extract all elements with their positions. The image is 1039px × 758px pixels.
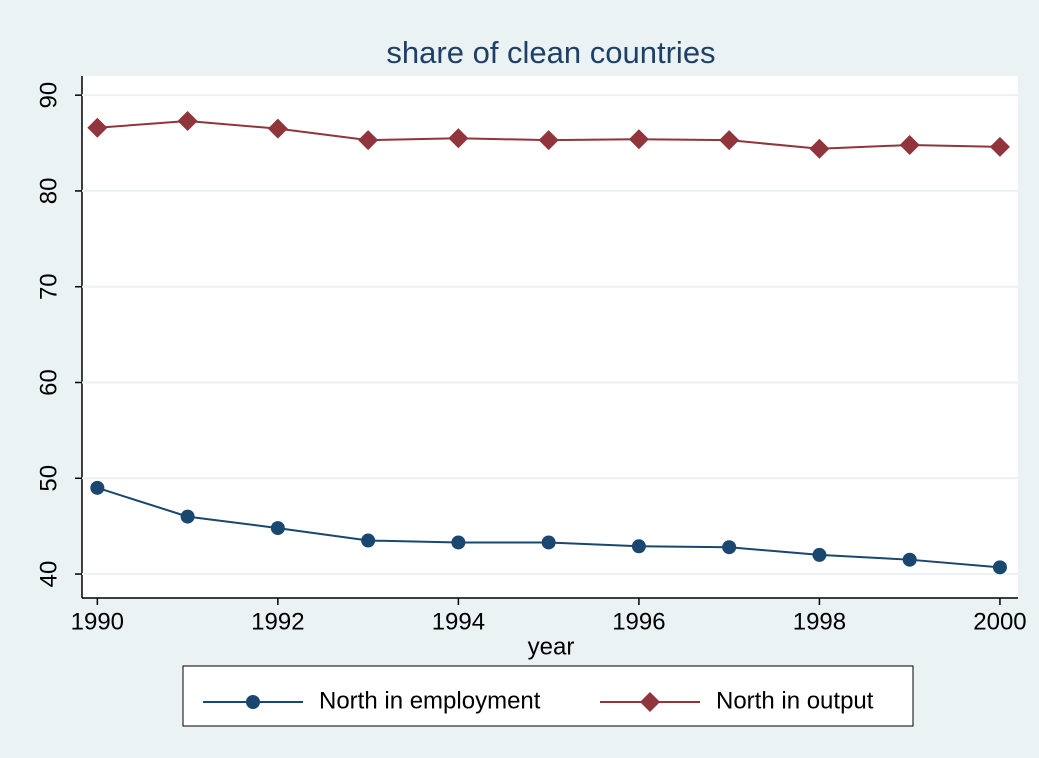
y-tick-label: 80: [35, 178, 62, 205]
legend: [182, 665, 914, 727]
marker: [270, 521, 285, 536]
chart-title: share of clean countries: [386, 35, 715, 70]
marker: [87, 117, 108, 138]
marker: [902, 552, 917, 567]
marker: [722, 540, 737, 555]
marker: [989, 136, 1010, 157]
legend-label: North in employment: [319, 687, 541, 714]
y-tick-label: 70: [35, 273, 62, 300]
x-tick-label: 2000: [973, 608, 1026, 635]
marker: [992, 560, 1007, 575]
marker: [541, 535, 556, 550]
marker: [538, 130, 559, 151]
plot-area: [82, 76, 1018, 598]
marker: [448, 128, 469, 149]
x-tick-label: 1996: [612, 608, 665, 635]
marker: [180, 509, 195, 524]
marker: [361, 533, 376, 548]
marker: [719, 130, 740, 151]
marker: [628, 129, 649, 150]
legend-marker: [246, 695, 260, 709]
marker: [267, 118, 288, 139]
x-tick-label: 1992: [251, 608, 304, 635]
marker: [451, 535, 466, 550]
y-tick-label: 50: [35, 465, 62, 492]
y-tick-label: 90: [35, 82, 62, 109]
x-tick-label: 1994: [432, 608, 485, 635]
marker: [812, 547, 827, 562]
legend-marker: [640, 692, 660, 712]
marker: [177, 111, 198, 132]
marker: [809, 138, 830, 159]
marker: [358, 130, 379, 151]
y-tick-label: 60: [35, 369, 62, 396]
marker: [631, 539, 646, 554]
y-tick-label: 40: [35, 561, 62, 588]
x-axis-title: year: [528, 633, 575, 660]
x-tick-label: 1990: [71, 608, 124, 635]
legend-label: North in output: [716, 687, 874, 714]
marker: [90, 480, 105, 495]
x-tick-label: 1998: [793, 608, 846, 635]
marker: [899, 134, 920, 155]
